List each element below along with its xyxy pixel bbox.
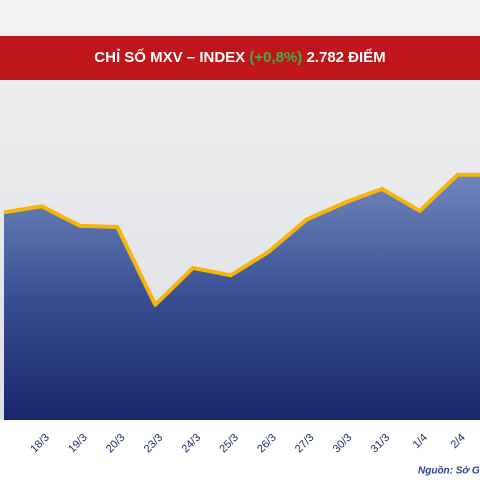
line: [3, 172, 480, 307]
source: Nguồn: Sở G: [418, 465, 480, 477]
axis-strip: [0, 420, 480, 480]
chart-title: CHỈ SỐ MXV – INDEX (+0,8%) 2.782 ĐIỂM: [94, 48, 385, 66]
area: [4, 174, 480, 420]
title-banner: [0, 36, 480, 80]
title-value: 2.782 ĐIỂM: [306, 48, 385, 66]
title-main: CHỈ SỐ MXV – INDEX: [94, 48, 245, 66]
title-change: (+0,8%): [249, 49, 302, 66]
plot: [3, 172, 480, 420]
